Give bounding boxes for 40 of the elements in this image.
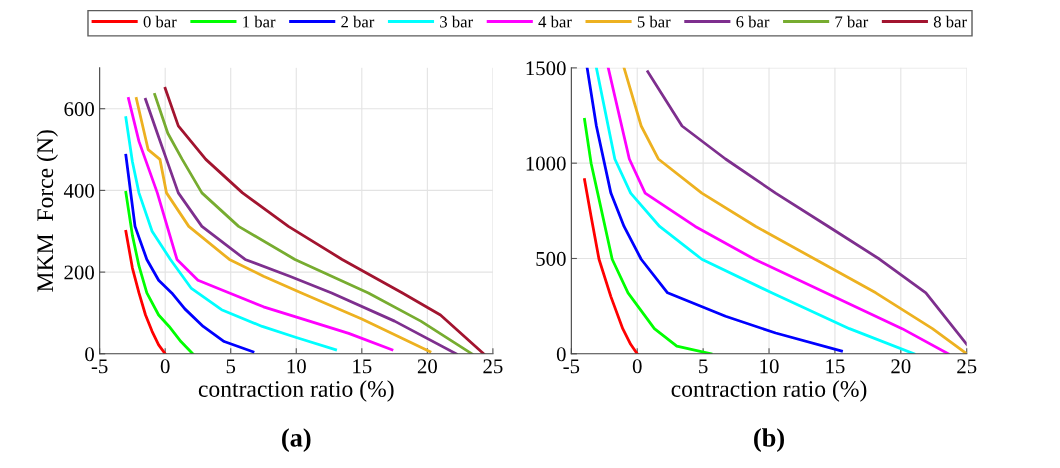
x-tick-label: 15	[353, 359, 372, 374]
y-tick-label: 400	[63, 183, 94, 198]
x-tick-label: 20	[417, 359, 437, 374]
y-tick-label: 1500	[526, 61, 566, 76]
x-tick-label: 25	[483, 359, 503, 374]
line-series	[585, 67, 843, 353]
x-tick-label: 0	[632, 359, 642, 374]
legend-label: 3 bar	[440, 15, 473, 28]
legend-label: 2 bar	[341, 15, 375, 28]
y-tick-label: 600	[64, 102, 94, 117]
text: (b)	[754, 428, 784, 453]
legend-label: 7 bar	[835, 15, 869, 28]
legend-label: 8 bar	[933, 15, 967, 28]
x-tick-label: 10	[760, 359, 779, 374]
x-tick-label: 15	[826, 359, 845, 374]
legend-label: 1 bar	[243, 15, 276, 28]
line-series	[124, 191, 195, 354]
text: (a)	[282, 428, 311, 453]
legend-label: 6 bar	[736, 15, 770, 28]
legend-label: 0 bar	[143, 15, 177, 28]
line-series	[124, 153, 255, 354]
y-tick-label: 1000	[526, 156, 566, 171]
y-tick-label: 500	[536, 251, 566, 266]
x-axis-title: contraction ratio (%)	[671, 380, 867, 402]
line-series	[583, 117, 713, 354]
x-tick-label: 25	[957, 359, 977, 374]
x-tick-label: 5	[699, 359, 708, 374]
y-tick-label: 200	[64, 265, 94, 280]
x-tick-label: 0	[160, 359, 170, 374]
y-axis-title: MKM Force (N)	[36, 130, 58, 292]
x-tick-label: 5	[226, 359, 236, 374]
legend-label: 5 bar	[637, 15, 671, 28]
line-series	[124, 229, 167, 354]
x-tick-label: 20	[891, 359, 911, 374]
line-series	[124, 116, 337, 352]
line-series	[127, 97, 394, 352]
x-axis-title: contraction ratio (%)	[198, 380, 394, 402]
legend-label: 4 bar	[538, 15, 572, 28]
x-tick-label: 10	[287, 359, 306, 374]
line-series	[583, 178, 639, 354]
